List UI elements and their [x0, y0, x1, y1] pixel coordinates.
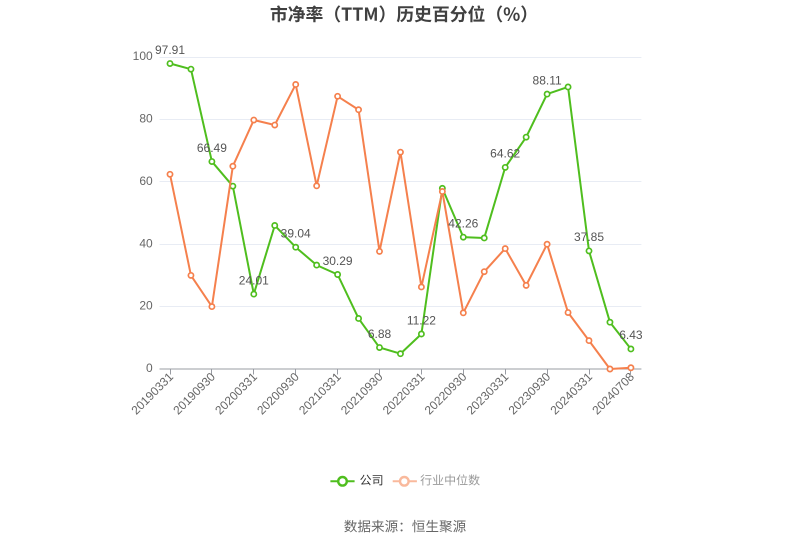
- svg-text:64.62: 64.62: [490, 147, 520, 161]
- svg-text:42.26: 42.26: [448, 216, 478, 230]
- svg-text:24.01: 24.01: [239, 273, 269, 287]
- svg-text:97.91: 97.91: [155, 43, 185, 57]
- svg-text:80: 80: [139, 112, 153, 126]
- svg-text:6.88: 6.88: [368, 327, 392, 341]
- svg-text:39.04: 39.04: [281, 227, 311, 241]
- svg-text:0: 0: [146, 361, 153, 375]
- svg-text:60: 60: [139, 174, 153, 188]
- svg-text:6.43: 6.43: [619, 328, 643, 342]
- svg-text:20: 20: [139, 299, 153, 313]
- svg-text:88.11: 88.11: [533, 73, 562, 87]
- svg-text:66.49: 66.49: [197, 141, 227, 155]
- svg-text:11.22: 11.22: [407, 313, 436, 327]
- svg-text:30.29: 30.29: [323, 254, 353, 268]
- svg-text:100: 100: [133, 49, 153, 63]
- svg-text:40: 40: [139, 236, 153, 250]
- svg-text:37.85: 37.85: [574, 230, 604, 244]
